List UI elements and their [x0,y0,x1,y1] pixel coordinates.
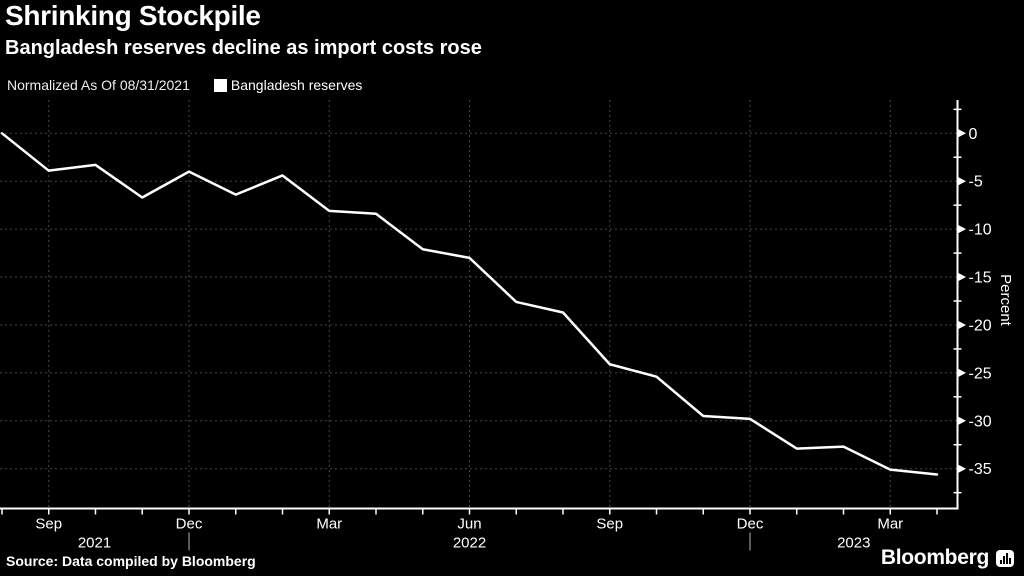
svg-text:-25: -25 [969,365,992,382]
chart-legend: Bangladesh reserves [213,77,363,93]
chart-subtitle: Bangladesh reserves decline as import co… [5,37,482,59]
svg-text:-5: -5 [969,174,983,191]
logo-bar [1002,555,1005,564]
svg-text:-15: -15 [969,270,992,287]
svg-text:Sep: Sep [35,516,62,533]
bloomberg-logo: Bloomberg [881,546,1014,570]
logo-bar [1005,552,1008,564]
svg-text:Mar: Mar [316,516,342,533]
chart-meta-row: Normalized As Of 08/31/2021 Bangladesh r… [7,77,362,93]
svg-text:-35: -35 [969,461,992,478]
year-labels: 2021 2022 2023 [78,532,870,552]
gridlines [0,100,958,509]
svg-text:2023: 2023 [837,535,870,552]
normalization-note: Normalized As Of 08/31/2021 [7,77,190,93]
svg-text:2022: 2022 [453,535,486,552]
svg-text:Percent: Percent [997,274,1014,327]
svg-text:-10: -10 [969,222,992,239]
series-swatch-icon [213,78,227,92]
logo-bar [1008,557,1011,564]
bloomberg-logo-icon [996,549,1014,567]
svg-text:0: 0 [969,126,978,143]
bloomberg-wordmark: Bloomberg [880,546,989,569]
svg-text:-20: -20 [969,317,992,334]
x-axis-ticks: Sep Dec Mar Jun Sep Dec Mar [1,508,938,533]
svg-text:Dec: Dec [176,516,203,533]
svg-text:-30: -30 [969,413,992,430]
svg-text:Sep: Sep [596,516,623,533]
legend-label: Bangladesh reserves [230,77,363,93]
svg-text:Jun: Jun [457,516,481,533]
source-text: Source: Data compiled by Bloomberg [6,553,256,569]
axes [0,100,959,510]
logo-bar [999,559,1002,564]
svg-text:Dec: Dec [737,516,764,533]
legend-item: Bangladesh reserves [213,77,363,93]
y-axis-ticks: 0 -5 -10 -15 -20 -25 -30 -35 Percent [953,108,1014,494]
chart-title: Shrinking Stockpile [5,0,261,31]
series-line [0,132,939,476]
svg-text:Mar: Mar [877,516,903,533]
svg-text:2021: 2021 [78,535,111,552]
